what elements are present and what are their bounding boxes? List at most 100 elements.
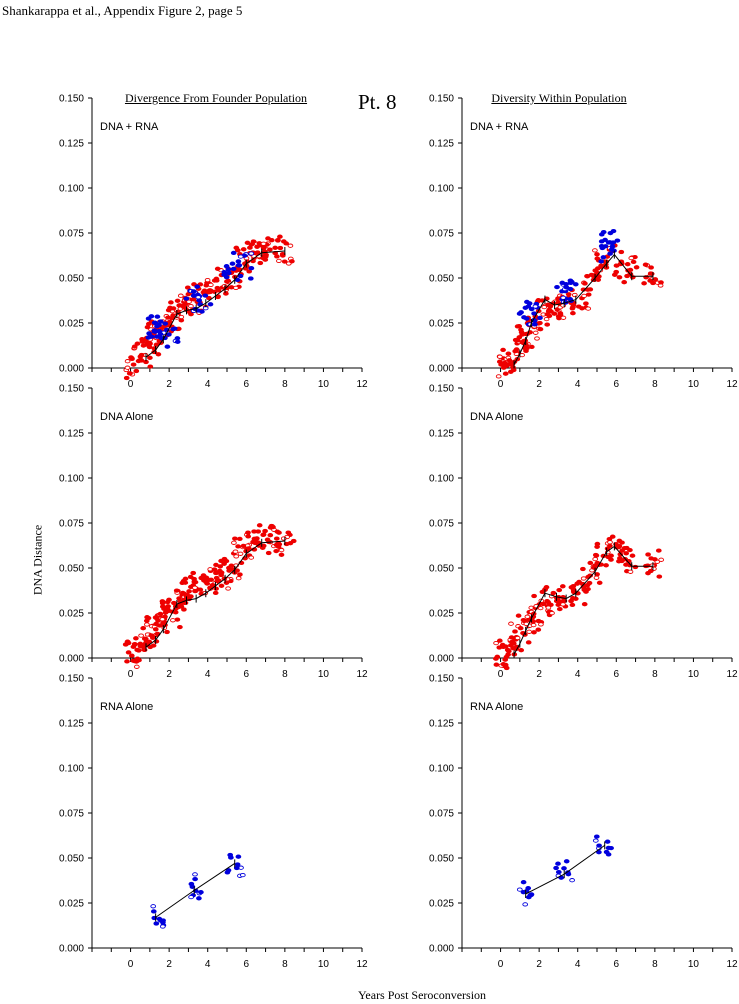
rna-sequence-point	[600, 229, 607, 235]
x-tick-label: 12	[356, 669, 368, 680]
dna-sequence-point	[496, 359, 503, 364]
dna-sequence-point	[257, 260, 264, 266]
dna-sequence-point	[170, 618, 176, 623]
dna-sequence-point	[556, 587, 563, 593]
dna-sequence-point	[641, 281, 647, 286]
dna-sequence-point	[197, 587, 204, 592]
rna-sequence-point	[528, 892, 535, 897]
dna-sequence-point	[500, 662, 507, 667]
dna-sequence-point	[500, 365, 507, 370]
dna-sequence-point	[613, 263, 620, 268]
dna-sequence-point	[165, 607, 171, 612]
dna-sequence-point	[594, 256, 601, 261]
dna-sequence-point	[500, 644, 507, 650]
dna-sequence-point	[176, 303, 183, 308]
y-tick-label: 0.150	[429, 384, 454, 395]
dna-sequence-point	[240, 247, 247, 252]
x-tick-label: 6	[244, 379, 250, 390]
dna-sequence-point	[556, 606, 563, 612]
dna-sequence-point	[233, 245, 240, 250]
dna-sequence-point	[244, 546, 250, 552]
dna-sequence-point	[619, 548, 625, 553]
rna-sequence-point	[520, 880, 527, 885]
x-tick-label: 2	[166, 379, 172, 390]
dna-sequence-point	[607, 540, 613, 545]
dna-sequence-point	[652, 557, 658, 562]
dna-sequence-point	[159, 599, 166, 604]
dna-sequence-point	[281, 259, 288, 264]
rna-sequence-point	[156, 916, 163, 922]
dna-sequence-point	[585, 306, 592, 311]
dna-sequence-point	[134, 341, 141, 346]
dna-sequence-point	[203, 579, 209, 585]
rna-sequence-point	[150, 909, 157, 914]
panel-diversity-dna-rna: 0.000 0.025 0.050 0.075 0.100 0.125 0.150 0 2 4 6 8…	[429, 94, 738, 391]
dna-sequence-point	[627, 569, 634, 574]
patient-label: Pt. 8	[358, 90, 397, 114]
y-tick-label: 0.075	[59, 229, 84, 240]
dna-sequence-point	[497, 354, 503, 359]
dna-sequence-point	[513, 347, 520, 352]
dna-sequence-point	[645, 552, 651, 557]
dna-sequence-point	[157, 611, 164, 617]
rna-sequence-point	[235, 259, 242, 264]
dna-sequence-point	[192, 588, 198, 594]
y-tick-label: 0.075	[429, 519, 454, 530]
rna-sequence-point	[202, 293, 209, 298]
dna-sequence-point	[611, 272, 618, 277]
rna-sequence-point	[608, 240, 615, 246]
rna-sequence-point	[563, 285, 570, 290]
dna-sequence-point	[629, 553, 636, 558]
dna-sequence-point	[212, 590, 219, 596]
dna-sequence-point	[619, 540, 625, 545]
dna-sequence-point	[218, 583, 225, 588]
dna-sequence-point	[172, 610, 179, 615]
rna-sequence-point	[166, 332, 172, 337]
dna-sequence-point	[525, 640, 532, 645]
dna-sequence-point	[630, 259, 637, 265]
dna-sequence-point	[124, 365, 131, 370]
x-tick-label: 0	[498, 959, 504, 970]
dna-sequence-point	[179, 590, 186, 596]
dna-sequence-point	[587, 560, 594, 566]
dna-sequence-point	[516, 324, 523, 329]
rna-sequence-point	[614, 238, 621, 243]
dna-sequence-point	[510, 367, 517, 373]
dna-sequence-point	[133, 368, 140, 374]
rna-sequence-point	[516, 887, 523, 892]
dna-sequence-point	[534, 336, 540, 341]
dna-sequence-point	[508, 621, 514, 626]
panel-label: RNA Alone	[470, 701, 523, 713]
dna-sequence-point	[545, 605, 552, 610]
rna-sequence-point	[174, 339, 181, 344]
rna-sequence-point	[600, 255, 607, 260]
dna-sequence-point	[583, 301, 589, 306]
dna-sequence-point	[133, 659, 140, 664]
rna-sequence-point	[569, 878, 575, 883]
dna-sequence-point	[572, 596, 579, 601]
rna-sequence-point	[604, 839, 611, 844]
rna-sequence-point	[596, 843, 602, 848]
x-tick-label: 2	[536, 959, 542, 970]
dna-sequence-point	[262, 528, 268, 534]
dna-sequence-point	[540, 601, 547, 607]
dna-sequence-point	[594, 544, 600, 549]
dna-sequence-point	[144, 622, 150, 627]
rna-sequence-point	[565, 870, 571, 875]
x-tick-label: 8	[282, 379, 288, 390]
panel-divergence-dna-alone: 0.000 0.025 0.050 0.075 0.100 0.125 0.150 0 2 4 6 8…	[59, 384, 368, 681]
x-tick-label: 8	[652, 959, 658, 970]
dna-sequence-point	[539, 589, 546, 595]
dna-sequence-point	[524, 614, 531, 619]
rna-sequence-point	[596, 850, 602, 855]
dna-sequence-point	[236, 536, 243, 542]
rna-sequence-point	[608, 247, 615, 252]
dna-sequence-point	[176, 596, 182, 601]
x-tick-label: 4	[205, 669, 211, 680]
dna-sequence-point	[592, 248, 598, 253]
dna-sequence-point	[177, 624, 183, 630]
dna-sequence-point	[618, 249, 625, 255]
dna-sequence-point	[134, 647, 141, 653]
dna-sequence-point	[256, 523, 263, 528]
rna-sequence-point	[235, 854, 242, 859]
